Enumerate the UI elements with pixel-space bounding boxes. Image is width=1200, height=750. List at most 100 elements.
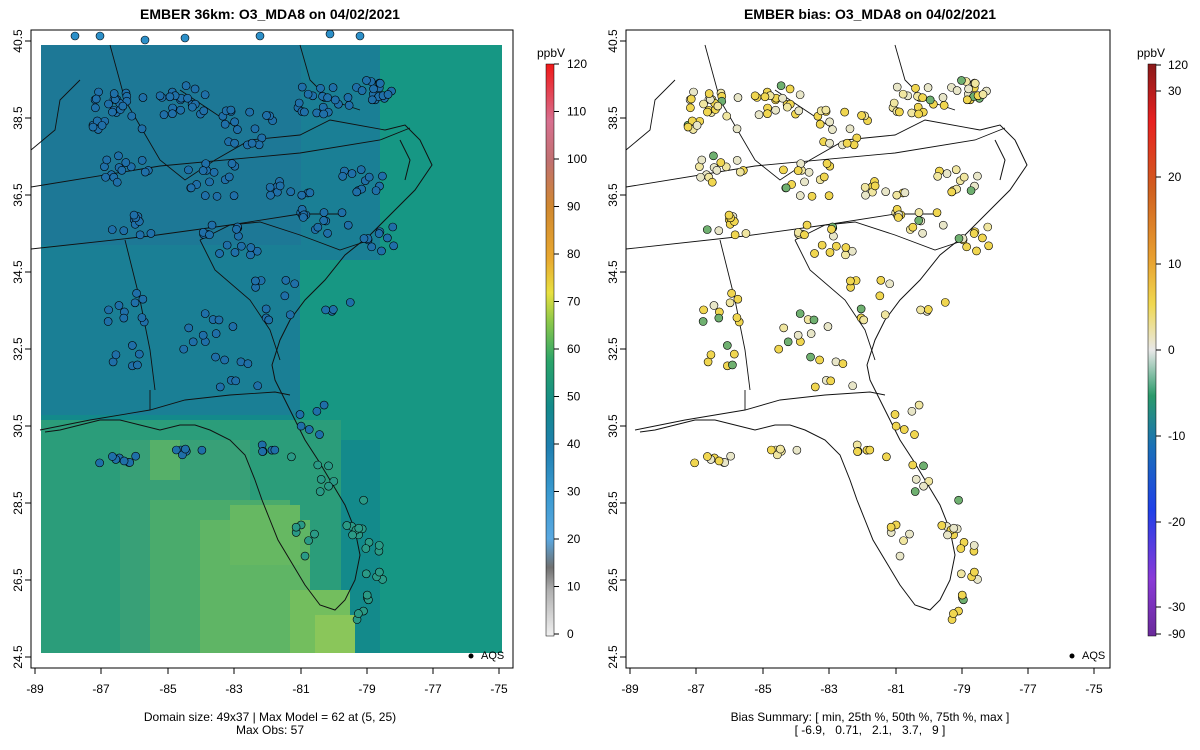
bias-marker bbox=[913, 102, 923, 112]
bias-marker bbox=[783, 102, 792, 112]
bias-marker bbox=[726, 451, 735, 461]
bias-marker bbox=[906, 225, 915, 234]
bias-marker bbox=[739, 166, 748, 175]
aqs-marker bbox=[184, 323, 194, 333]
bias-marker bbox=[776, 81, 786, 91]
right-plot-title: EMBER bias: O3_MDA8 on 04/02/2021 bbox=[743, 6, 997, 22]
bias-marker bbox=[852, 133, 862, 143]
bias-marker bbox=[699, 305, 708, 315]
y-tick-label: 26.5 bbox=[606, 568, 620, 592]
bias-marker bbox=[732, 124, 742, 134]
aqs-marker bbox=[343, 220, 353, 230]
bias-marker bbox=[956, 569, 966, 579]
bias-marker bbox=[958, 593, 967, 603]
bias-marker bbox=[720, 458, 730, 467]
colorbar-tick-label: 80 bbox=[567, 247, 581, 261]
bias-marker bbox=[697, 155, 707, 165]
bias-marker bbox=[860, 111, 869, 121]
bias-marker bbox=[683, 122, 693, 132]
bias-marker bbox=[767, 445, 776, 455]
aqs-marker bbox=[315, 430, 324, 439]
x-tick-label: -85 bbox=[754, 682, 772, 696]
bias-marker bbox=[970, 78, 979, 88]
y-tick-label: 24.5 bbox=[11, 645, 25, 669]
aqs-marker bbox=[383, 90, 393, 99]
aqs-marker bbox=[330, 95, 340, 105]
bias-marker bbox=[795, 90, 805, 100]
bias-marker bbox=[955, 176, 965, 185]
bias-marker bbox=[800, 177, 809, 187]
aqs-marker bbox=[246, 250, 255, 260]
bias-marker bbox=[709, 151, 718, 161]
bias-marker bbox=[732, 313, 742, 322]
aqs-marker bbox=[108, 357, 118, 367]
y-tick-label: 30.5 bbox=[11, 414, 25, 438]
bias-marker bbox=[804, 167, 814, 177]
bias-marker bbox=[806, 329, 816, 338]
bias-marker bbox=[954, 495, 963, 505]
aqs-marker bbox=[95, 31, 105, 41]
aqs-marker bbox=[101, 172, 110, 182]
bias-marker bbox=[962, 242, 971, 252]
aqs-marker bbox=[119, 226, 129, 235]
aqs-marker bbox=[316, 475, 326, 484]
bias-marker bbox=[794, 106, 804, 116]
bias-marker bbox=[845, 124, 855, 134]
aqs-marker bbox=[319, 216, 329, 225]
y-tick-label: 38.5 bbox=[606, 106, 620, 130]
bias-marker bbox=[916, 216, 926, 226]
bias-marker bbox=[838, 359, 848, 368]
bias-marker bbox=[962, 95, 972, 105]
aqs-marker bbox=[367, 95, 377, 105]
bias-marker bbox=[781, 183, 791, 193]
bias-marker bbox=[857, 111, 866, 120]
aqs-marker bbox=[266, 190, 275, 200]
bias-marker bbox=[785, 84, 795, 94]
bias-marker bbox=[831, 357, 841, 367]
aqs-marker bbox=[180, 33, 190, 43]
aqs-marker bbox=[313, 460, 323, 470]
bias-marker bbox=[741, 229, 751, 238]
bias-marker bbox=[914, 109, 923, 119]
bias-marker bbox=[937, 521, 947, 530]
aqs-marker bbox=[70, 31, 80, 41]
aqs-marker bbox=[165, 92, 175, 102]
bias-marker bbox=[800, 230, 809, 240]
x-tick-label: -81 bbox=[887, 682, 905, 696]
bias-marker bbox=[956, 544, 966, 553]
aqs-marker bbox=[211, 352, 220, 362]
bias-marker bbox=[899, 536, 908, 545]
colorbar-tick-label: 40 bbox=[567, 437, 581, 451]
bias-marker bbox=[860, 182, 870, 192]
bias-marker bbox=[817, 240, 827, 250]
colorbar-tick-label: 20 bbox=[1168, 170, 1182, 184]
y-tick-label: 36.5 bbox=[606, 183, 620, 207]
bias-marker bbox=[959, 595, 968, 605]
aqs-marker bbox=[315, 487, 325, 496]
bias-marker bbox=[911, 83, 920, 93]
bias-marker bbox=[938, 93, 948, 102]
aqs-marker bbox=[200, 191, 210, 200]
bias-marker bbox=[949, 609, 958, 618]
bias-marker bbox=[686, 103, 695, 113]
bias-marker bbox=[853, 447, 862, 456]
aqs-marker bbox=[321, 305, 330, 315]
bias-marker bbox=[918, 93, 927, 102]
bias-marker bbox=[859, 315, 869, 325]
aqs-marker bbox=[137, 313, 147, 322]
bias-marker bbox=[704, 89, 714, 98]
bias-marker bbox=[704, 105, 714, 115]
y-tick-label: 40.5 bbox=[606, 29, 620, 53]
bias-marker bbox=[688, 125, 698, 134]
aqs-marker bbox=[347, 169, 357, 178]
bias-marker bbox=[724, 210, 734, 220]
bias-marker bbox=[714, 313, 724, 323]
bias-marker bbox=[796, 159, 806, 168]
bias-marker bbox=[898, 89, 908, 99]
aqs-marker bbox=[205, 230, 214, 240]
x-tick-label: -79 bbox=[358, 682, 376, 696]
aqs-marker bbox=[295, 410, 305, 419]
bias-marker bbox=[821, 376, 831, 385]
x-tick-label: -81 bbox=[292, 682, 310, 696]
bias-marker bbox=[863, 116, 872, 125]
